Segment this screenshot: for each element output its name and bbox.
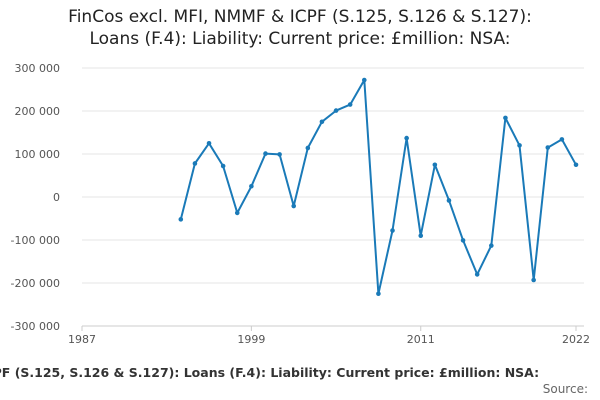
data-point — [178, 217, 184, 222]
data-point — [376, 291, 381, 297]
series-line — [179, 79, 577, 295]
data-point — [573, 162, 579, 168]
data-point — [347, 102, 353, 107]
y-tick-label: 100 000 — [15, 148, 61, 161]
data-point — [206, 140, 212, 146]
footer-title: FinCos excl. MFI, NMMF & ICPF (S.125, S.… — [0, 365, 540, 380]
x-tick-label: 1987 — [68, 333, 96, 346]
chart-title-line-2: Loans (F.4): Liability: Current price: £… — [89, 29, 511, 49]
data-point — [192, 161, 198, 166]
x-tick-label: 2011 — [407, 333, 435, 346]
chart-title: FinCos excl. MFI, NMMF & ICPF (S.125, S.… — [0, 6, 600, 50]
data-point — [361, 77, 367, 83]
data-point — [333, 108, 339, 113]
data-point — [460, 238, 466, 243]
data-point — [517, 143, 522, 148]
y-tick-label: -300 000 — [11, 320, 60, 333]
data-point — [531, 277, 536, 283]
data-point — [305, 145, 311, 151]
chart-title-line-1: FinCos excl. MFI, NMMF & ICPF (S.125, S.… — [68, 7, 532, 27]
data-point — [390, 228, 395, 233]
data-point — [291, 203, 297, 209]
source-label: Source: — [542, 382, 588, 396]
y-tick-label: 200 000 — [15, 105, 61, 118]
data-point — [234, 210, 240, 216]
data-point — [263, 151, 268, 156]
data-point — [489, 243, 494, 248]
data-point — [503, 115, 508, 121]
y-tick-label: 300 000 — [15, 62, 61, 75]
y-tick-label: -200 000 — [11, 277, 60, 290]
y-tick-label: 0 — [53, 191, 60, 204]
x-tick-label: 2022 — [562, 333, 590, 346]
data-point — [559, 137, 565, 142]
x-tick-label: 1999 — [237, 333, 265, 346]
data-point — [319, 119, 325, 125]
y-tick-label: -100 000 — [11, 234, 60, 247]
data-point — [446, 198, 452, 203]
data-point — [545, 145, 551, 150]
data-point — [249, 183, 254, 189]
data-point — [277, 152, 282, 157]
data-point — [432, 162, 438, 168]
data-point — [404, 135, 409, 141]
data-point — [474, 272, 480, 277]
data-point — [418, 233, 424, 238]
data-point — [220, 163, 226, 169]
